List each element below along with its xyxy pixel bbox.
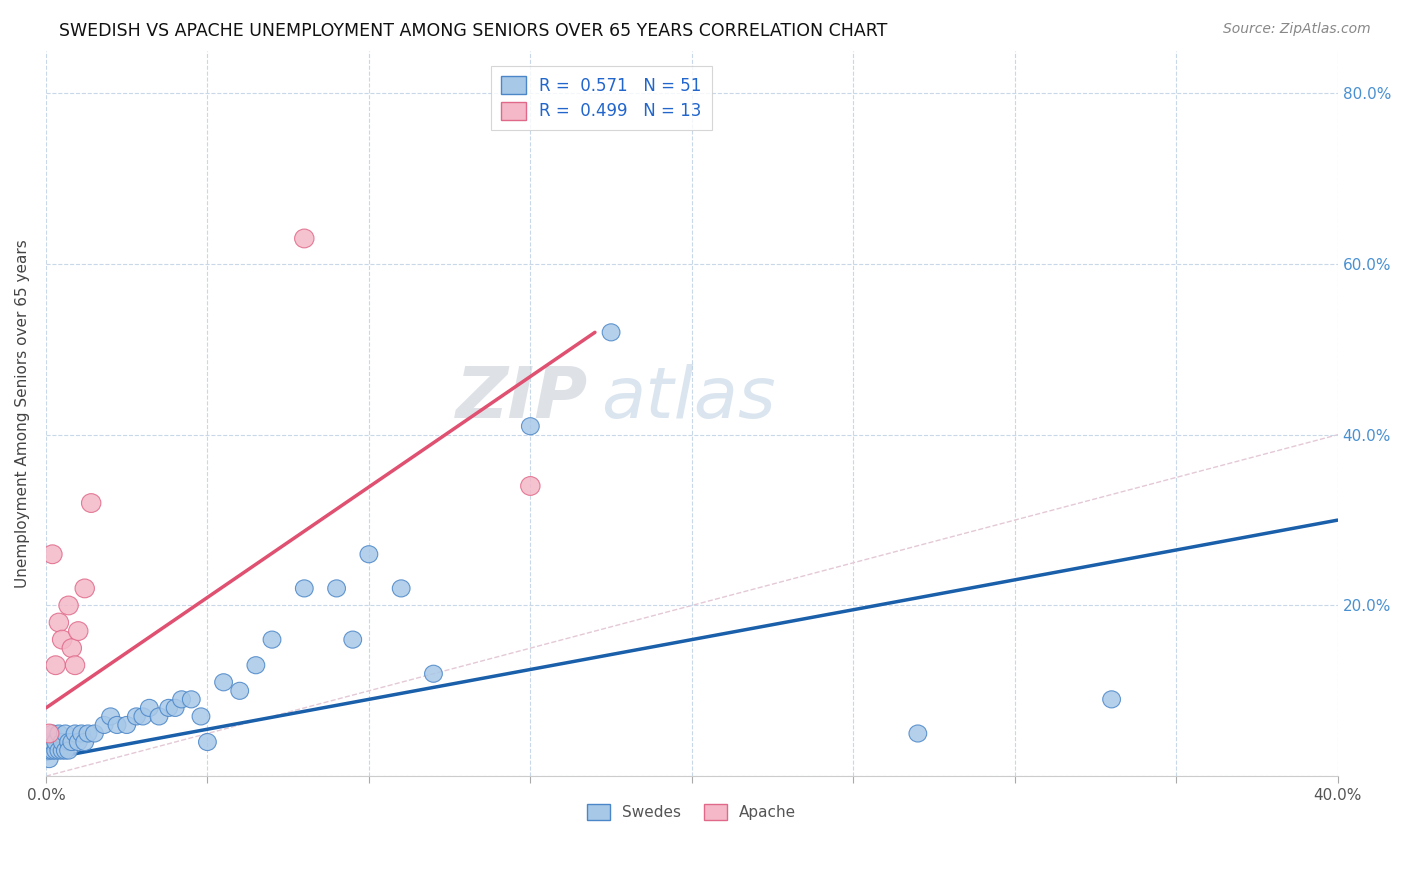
Text: Source: ZipAtlas.com: Source: ZipAtlas.com [1223,22,1371,37]
Text: ZIP: ZIP [456,365,589,434]
Legend: Swedes, Apache: Swedes, Apache [581,797,803,827]
Text: atlas: atlas [602,365,776,434]
Text: SWEDISH VS APACHE UNEMPLOYMENT AMONG SENIORS OVER 65 YEARS CORRELATION CHART: SWEDISH VS APACHE UNEMPLOYMENT AMONG SEN… [59,22,887,40]
Y-axis label: Unemployment Among Seniors over 65 years: Unemployment Among Seniors over 65 years [15,239,30,588]
